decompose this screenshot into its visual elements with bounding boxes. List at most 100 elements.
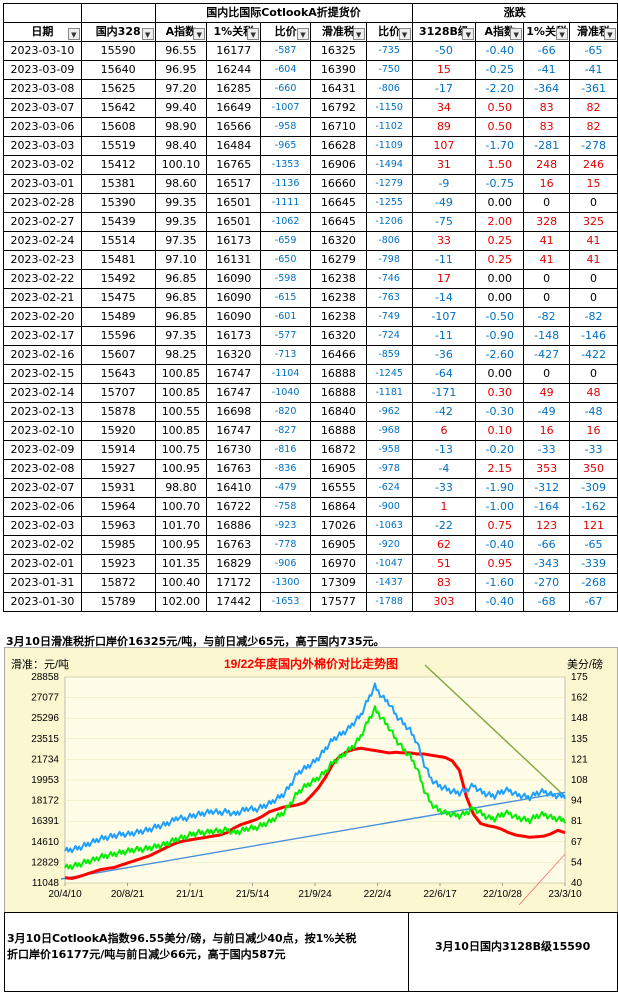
- y-right-tick-label: 54: [571, 857, 583, 868]
- filter-dropdown-icon[interactable]: ▼: [352, 28, 365, 40]
- table-cell: 15923: [80, 554, 156, 574]
- table-cell: -64: [411, 364, 477, 384]
- table-cell: 34: [411, 98, 477, 118]
- bottom-right-note: 3月10日国内3128B级15590: [435, 940, 591, 953]
- table-cell: -33: [569, 440, 618, 460]
- table-cell: 49: [523, 383, 571, 403]
- filter-dropdown-icon[interactable]: ▼: [296, 28, 309, 40]
- table-cell: 0.25: [475, 231, 525, 251]
- filter-dropdown-icon[interactable]: ▼: [462, 28, 475, 40]
- filter-dropdown-icon[interactable]: ▼: [141, 28, 154, 40]
- table-cell: -1206: [365, 212, 413, 232]
- filter-dropdown-icon[interactable]: ▼: [193, 28, 206, 40]
- table-cell: -1437: [365, 573, 413, 593]
- y-right-tick-label: 121: [571, 754, 588, 765]
- table-cell: 16888: [309, 364, 367, 384]
- table-cell: 16244: [206, 60, 262, 80]
- table-cell: 15872: [80, 573, 156, 593]
- table-cell: -50: [411, 41, 477, 61]
- table-cell: -798: [365, 250, 413, 270]
- filter-dropdown-icon[interactable]: ▼: [604, 28, 616, 40]
- table-cell: 2023-02-08: [3, 459, 82, 479]
- filter-dropdown-icon[interactable]: ▼: [398, 28, 411, 40]
- table-cell: 16649: [206, 98, 262, 118]
- table-row: 2023-03-09 15640 96.95 16244 -604 16390 -750 15…: [3, 60, 618, 80]
- table-row: 2023-02-02 15985 100.95 16763 -778 16905 -920 6…: [3, 535, 618, 555]
- filter-dropdown-icon[interactable]: ▼: [247, 28, 260, 40]
- table-cell: 100.85: [154, 421, 208, 441]
- table-cell: 15707: [80, 383, 156, 403]
- table-cell: -270: [523, 573, 571, 593]
- table-cell: 16484: [206, 136, 262, 156]
- table-row: 2023-01-31 15872 100.40 17172 -1300 17309 -143…: [3, 573, 618, 593]
- group-header-compare: 国内比国际CotlookA折提货价: [154, 3, 413, 23]
- table-row: 2023-02-20 15489 96.85 16090 -601 16238 -749 -1…: [3, 307, 618, 327]
- table-cell: 0: [523, 288, 571, 308]
- table-cell: 83: [523, 117, 571, 137]
- table-cell: 16872: [309, 440, 367, 460]
- column-header-label: 国内328: [95, 25, 141, 38]
- table-cell: -65: [569, 41, 618, 61]
- table-cell: -0.40: [475, 535, 525, 555]
- table-cell: 100.95: [154, 535, 208, 555]
- price-trend-chart: 11048 12829 14610 16391 18172 19953 21734 23515…: [4, 647, 618, 913]
- table-cell: 2023-02-02: [3, 535, 82, 555]
- table-cell: -615: [260, 288, 311, 308]
- table-cell: -0.75: [475, 174, 525, 194]
- table-cell: 98.60: [154, 174, 208, 194]
- table-cell: 100.85: [154, 364, 208, 384]
- table-cell: -978: [365, 459, 413, 479]
- column-header: 滑准税 ▼: [569, 22, 618, 42]
- table-cell: -36: [411, 345, 477, 365]
- table-cell: 2023-01-30: [3, 592, 82, 612]
- table-cell: 0.50: [475, 117, 525, 137]
- x-tick-label: 21/1/1: [176, 889, 204, 900]
- table-cell: 2023-03-07: [3, 98, 82, 118]
- table-cell: 2023-02-20: [3, 307, 82, 327]
- table-cell: -749: [365, 307, 413, 327]
- table-cell: 2023-02-16: [3, 345, 82, 365]
- table-cell: 16390: [309, 60, 367, 80]
- filter-dropdown-icon[interactable]: ▼: [556, 28, 569, 40]
- table-row: 2023-02-16 15607 98.25 16320 -713 16466 -859 -3…: [3, 345, 618, 365]
- table-row: 2023-02-10 15920 100.85 16747 -827 16888 -968 6…: [3, 421, 618, 441]
- table-cell: 97.35: [154, 231, 208, 251]
- column-header-label: 比价: [378, 25, 401, 38]
- table-cell: 353: [523, 459, 571, 479]
- table-cell: -309: [569, 478, 618, 498]
- table-cell: 2023-03-08: [3, 79, 82, 99]
- table-cell: 96.55: [154, 41, 208, 61]
- table-cell: 17026: [309, 516, 367, 536]
- table-cell: -1104: [260, 364, 311, 384]
- table-cell: -427: [523, 345, 571, 365]
- table-cell: 2023-03-02: [3, 155, 82, 175]
- table-cell: 98.80: [154, 478, 208, 498]
- column-header: 1%关税 ▼: [206, 22, 262, 42]
- table-cell: 15640: [80, 60, 156, 80]
- table-cell: -148: [523, 326, 571, 346]
- table-cell: 16: [569, 421, 618, 441]
- table-cell: 2023-03-03: [3, 136, 82, 156]
- series-line-0: [64, 746, 566, 880]
- table-cell: -1181: [365, 383, 413, 403]
- table-cell: -1040: [260, 383, 311, 403]
- table-row: 2023-02-13 15878 100.55 16698 -820 16840 -962-…: [3, 402, 618, 422]
- y-right-tick-label: 108: [571, 775, 588, 786]
- table-cell: 15920: [80, 421, 156, 441]
- filter-dropdown-icon[interactable]: ▼: [67, 28, 80, 40]
- table-cell: 15475: [80, 288, 156, 308]
- table-cell: 2023-01-31: [3, 573, 82, 593]
- table-cell: 15596: [80, 326, 156, 346]
- table-cell: -820: [260, 402, 311, 422]
- table-cell: -479: [260, 478, 311, 498]
- table-cell: 16238: [309, 307, 367, 327]
- table-cell: 15927: [80, 459, 156, 479]
- table-cell: -278: [569, 136, 618, 156]
- table-cell: 2023-03-10: [3, 41, 82, 61]
- table-cell: 2023-02-13: [3, 402, 82, 422]
- table-cell: 2023-02-17: [3, 326, 82, 346]
- column-header: 3128B级 ▼: [411, 22, 477, 42]
- table-cell: 16765: [206, 155, 262, 175]
- filter-dropdown-icon[interactable]: ▼: [510, 28, 523, 40]
- table-cell: 15914: [80, 440, 156, 460]
